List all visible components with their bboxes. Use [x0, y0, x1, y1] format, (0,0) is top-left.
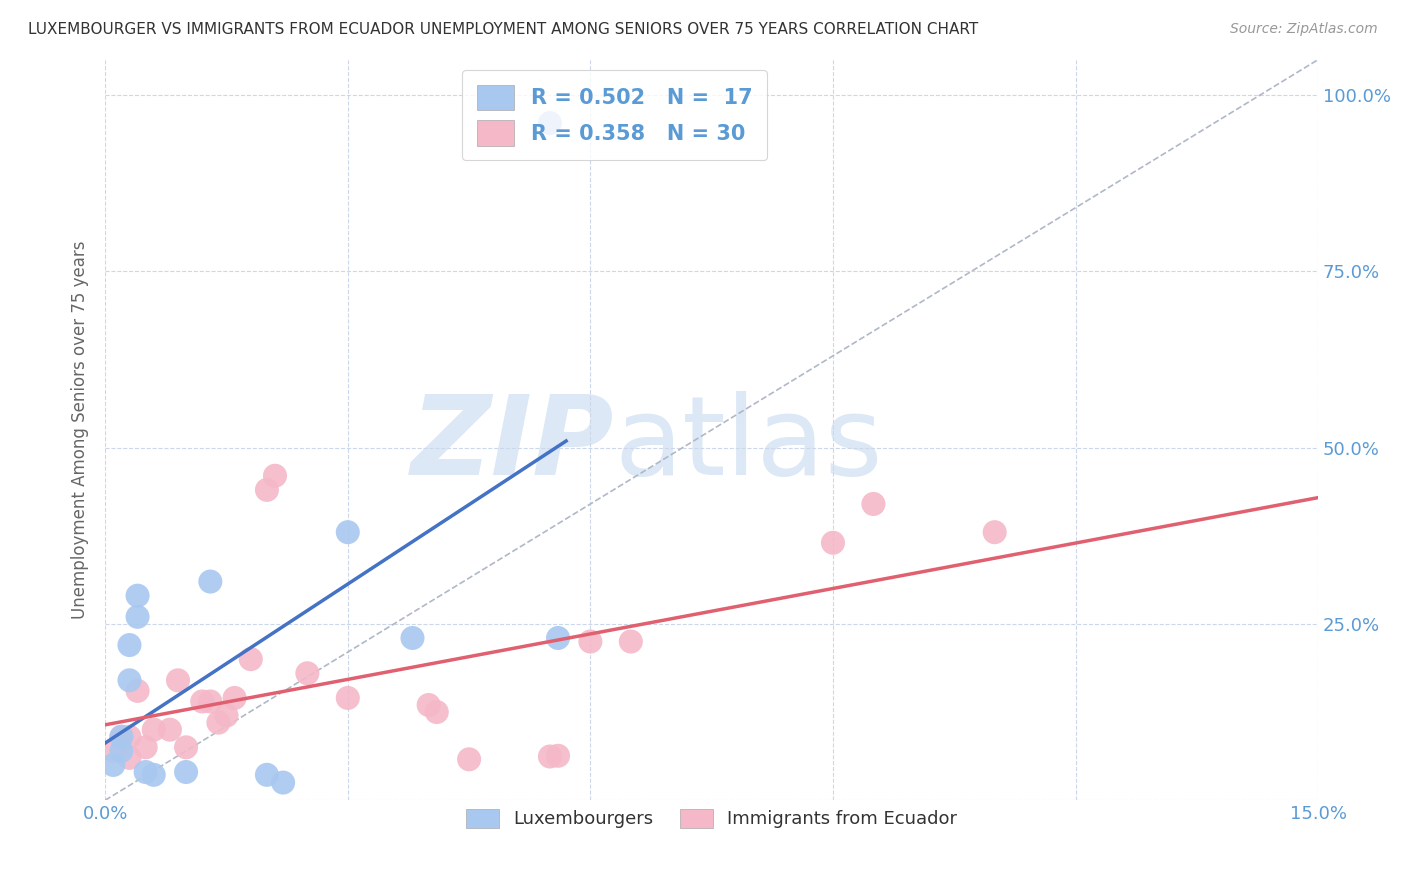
Point — [207, 715, 229, 730]
Text: LUXEMBOURGER VS IMMIGRANTS FROM ECUADOR UNEMPLOYMENT AMONG SENIORS OVER 75 YEARS: LUXEMBOURGER VS IMMIGRANTS FROM ECUADOR … — [28, 22, 979, 37]
Point — [336, 525, 359, 540]
Point — [118, 751, 141, 765]
Point — [401, 631, 423, 645]
Point — [103, 744, 125, 758]
Point — [256, 768, 278, 782]
Point — [174, 740, 197, 755]
Point — [538, 116, 561, 130]
Point — [821, 535, 844, 549]
Point — [110, 744, 132, 758]
Text: ZIP: ZIP — [411, 392, 614, 499]
Legend: Luxembourgers, Immigrants from Ecuador: Luxembourgers, Immigrants from Ecuador — [458, 801, 965, 836]
Point — [135, 740, 157, 755]
Point — [174, 764, 197, 779]
Point — [118, 730, 141, 744]
Point — [336, 690, 359, 705]
Point — [271, 775, 294, 789]
Point — [110, 730, 132, 744]
Point — [256, 483, 278, 497]
Point — [579, 634, 602, 648]
Point — [538, 749, 561, 764]
Point — [458, 752, 481, 766]
Point — [264, 468, 287, 483]
Y-axis label: Unemployment Among Seniors over 75 years: Unemployment Among Seniors over 75 years — [72, 241, 89, 619]
Point — [224, 690, 246, 705]
Point — [200, 574, 222, 589]
Point — [191, 694, 214, 708]
Point — [862, 497, 884, 511]
Point — [239, 652, 262, 666]
Point — [547, 631, 569, 645]
Point — [142, 723, 165, 737]
Text: Source: ZipAtlas.com: Source: ZipAtlas.com — [1230, 22, 1378, 37]
Point — [547, 748, 569, 763]
Point — [127, 684, 149, 698]
Point — [297, 666, 319, 681]
Text: atlas: atlas — [614, 392, 883, 499]
Point — [620, 634, 643, 648]
Point — [127, 589, 149, 603]
Point — [983, 525, 1005, 540]
Point — [127, 610, 149, 624]
Point — [418, 698, 440, 712]
Point — [200, 694, 222, 708]
Point — [118, 673, 141, 688]
Point — [135, 764, 157, 779]
Point — [103, 758, 125, 772]
Point — [426, 705, 449, 719]
Point — [142, 768, 165, 782]
Point — [159, 723, 181, 737]
Point — [167, 673, 190, 688]
Point — [118, 638, 141, 652]
Point — [215, 708, 238, 723]
Point — [110, 730, 132, 744]
